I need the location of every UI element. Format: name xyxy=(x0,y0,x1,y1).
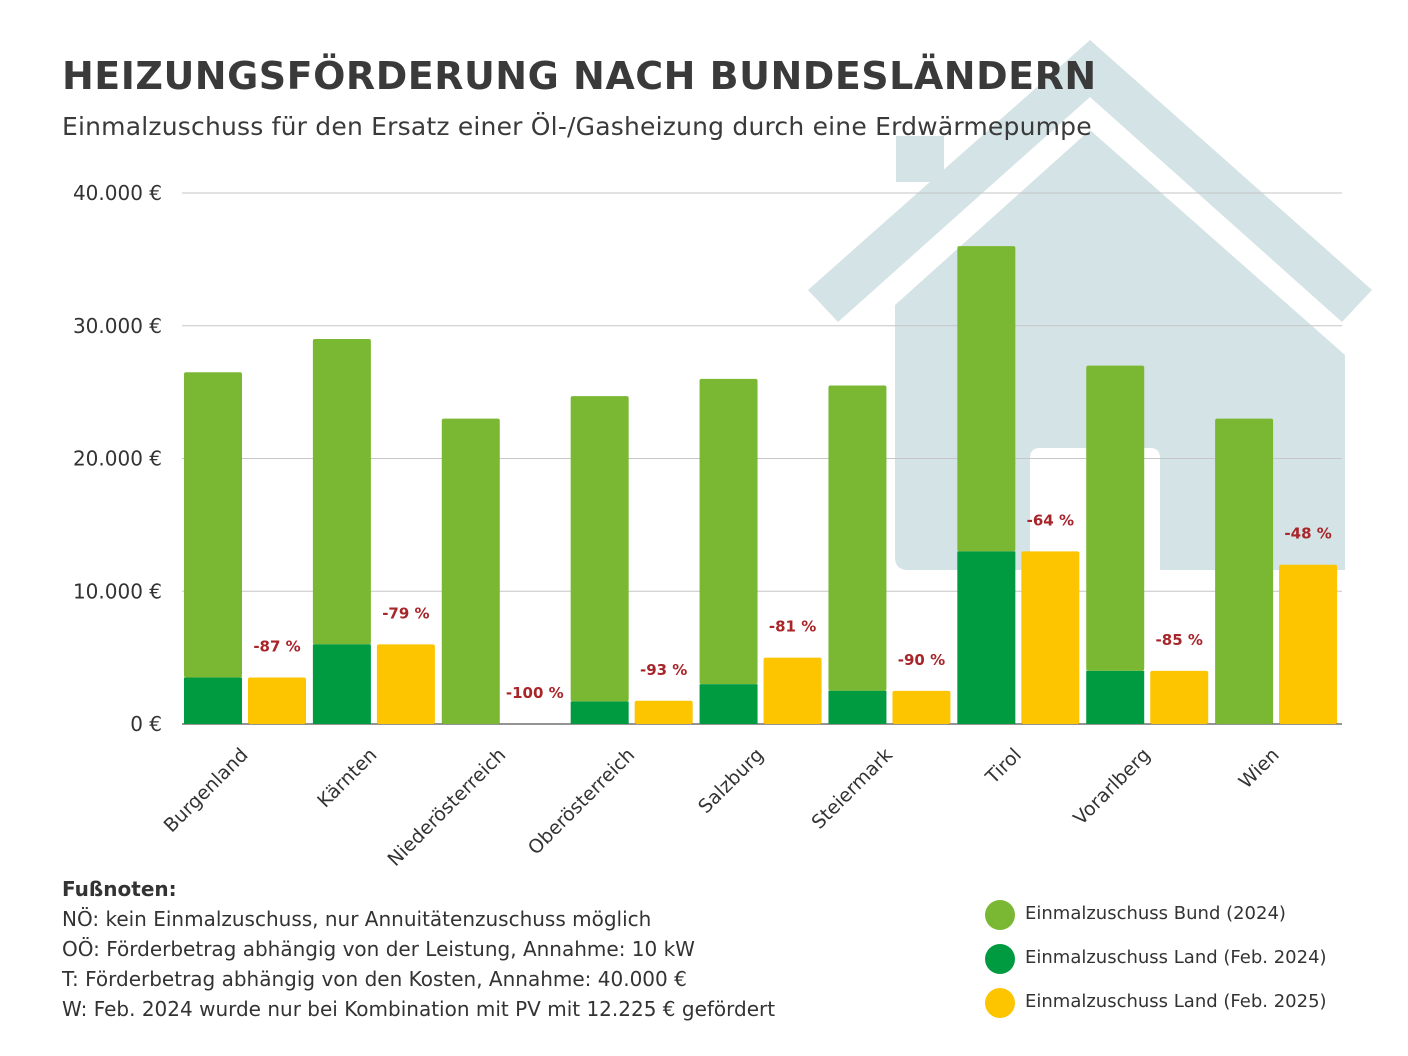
change-labels: -87 % -79 % -100 % -93 % -81 % -90 % -64 % -85 … xyxy=(253,511,1331,702)
y-tick-label: 0 € xyxy=(130,712,162,736)
x-tick-label: Salzburg xyxy=(694,744,768,818)
house-roof xyxy=(808,40,1372,322)
footnote-tirol: T: Förderbetrag abhängig von den Kosten,… xyxy=(62,967,687,991)
bar-land-2025-3 xyxy=(634,700,693,724)
bar-land-2025-7 xyxy=(1150,670,1209,724)
chart-subtitle: Einmalzuschuss für den Ersatz einer Öl-/… xyxy=(62,112,1092,141)
bar-land-2024-5 xyxy=(828,690,887,724)
change-label: -48 % xyxy=(1284,525,1331,543)
footnotes-heading: Fußnoten: xyxy=(62,877,177,901)
bar-land-2024-1 xyxy=(312,644,371,724)
bar-bund-0 xyxy=(184,372,242,678)
bar-chart: 0 € 10.000 € 20.000 € 30.000 € 40.000 € -87 … xyxy=(73,181,1342,870)
bar-land-2024-6 xyxy=(957,551,1016,724)
bar-bund-8 xyxy=(1215,418,1274,724)
change-label: -64 % xyxy=(1027,511,1074,529)
x-tick-label: Kärnten xyxy=(313,744,381,812)
bars xyxy=(184,246,1338,724)
x-tick-label: Vorarlberg xyxy=(1069,744,1155,830)
bar-bund-6 xyxy=(957,246,1016,552)
footnote-ooe: OÖ: Förderbetrag abhängig von der Leistu… xyxy=(62,937,695,961)
change-label: -85 % xyxy=(1156,631,1203,649)
bar-land-2024-3 xyxy=(570,701,629,724)
legend-swatch-land-2024 xyxy=(985,944,1015,974)
x-axis-ticks: Burgenland Kärnten Niederösterreich Oberöst… xyxy=(160,744,1284,870)
bar-land-2024-4 xyxy=(699,684,758,724)
bar-bund-2 xyxy=(441,418,500,724)
bar-land-2025-0 xyxy=(248,677,306,724)
bar-land-2024-7 xyxy=(1086,670,1145,724)
footnote-wien: W: Feb. 2024 wurde nur bei Kombination m… xyxy=(62,997,776,1021)
bar-bund-4 xyxy=(699,378,758,685)
x-tick-label: Burgenland xyxy=(160,744,253,837)
change-label: -90 % xyxy=(898,651,945,669)
bar-land-2025-4 xyxy=(763,657,822,724)
bar-land-2024-0 xyxy=(184,677,242,724)
legend-label-bund: Einmalzuschuss Bund (2024) xyxy=(1025,903,1286,924)
bar-land-2025-8 xyxy=(1279,564,1338,724)
house-chimney xyxy=(896,136,944,182)
bar-land-2025-1 xyxy=(376,644,435,724)
y-axis-ticks: 0 € 10.000 € 20.000 € 30.000 € 40.000 € xyxy=(73,181,162,736)
bar-bund-3 xyxy=(570,396,629,702)
legend-swatch-bund xyxy=(985,900,1015,930)
y-tick-label: 20.000 € xyxy=(73,447,162,471)
bar-bund-1 xyxy=(312,339,371,645)
bar-land-2025-6 xyxy=(1021,551,1080,724)
y-tick-label: 30.000 € xyxy=(73,314,162,338)
legend-swatch-land-2025 xyxy=(985,988,1015,1018)
gridlines xyxy=(182,192,1342,725)
chart-title: HEIZUNGSFÖRDERUNG NACH BUNDESLÄNDERN xyxy=(62,54,1097,98)
y-tick-label: 10.000 € xyxy=(73,579,162,603)
bar-bund-7 xyxy=(1086,365,1145,671)
legend-label-land-2024: Einmalzuschuss Land (Feb. 2024) xyxy=(1025,947,1327,968)
x-tick-label: Wien xyxy=(1235,744,1284,793)
x-tick-label: Steiermark xyxy=(807,744,897,834)
x-tick-label: Tirol xyxy=(981,744,1026,789)
change-label: -81 % xyxy=(769,618,816,636)
change-label: -87 % xyxy=(253,638,300,656)
change-label: -93 % xyxy=(640,661,687,679)
footnotes: Fußnoten: NÖ: kein Einmalzuschuss, nur A… xyxy=(62,874,775,1024)
x-tick-label: Oberösterreich xyxy=(524,744,639,859)
x-tick-label: Niederösterreich xyxy=(384,744,511,870)
bar-bund-5 xyxy=(828,385,887,691)
y-tick-label: 40.000 € xyxy=(73,181,162,205)
legend-label-land-2025: Einmalzuschuss Land (Feb. 2025) xyxy=(1025,991,1327,1012)
change-label: -100 % xyxy=(506,684,564,702)
footnote-noe: NÖ: kein Einmalzuschuss, nur Annuitätenz… xyxy=(62,907,652,931)
change-label: -79 % xyxy=(382,604,429,622)
bar-land-2025-5 xyxy=(892,690,951,724)
